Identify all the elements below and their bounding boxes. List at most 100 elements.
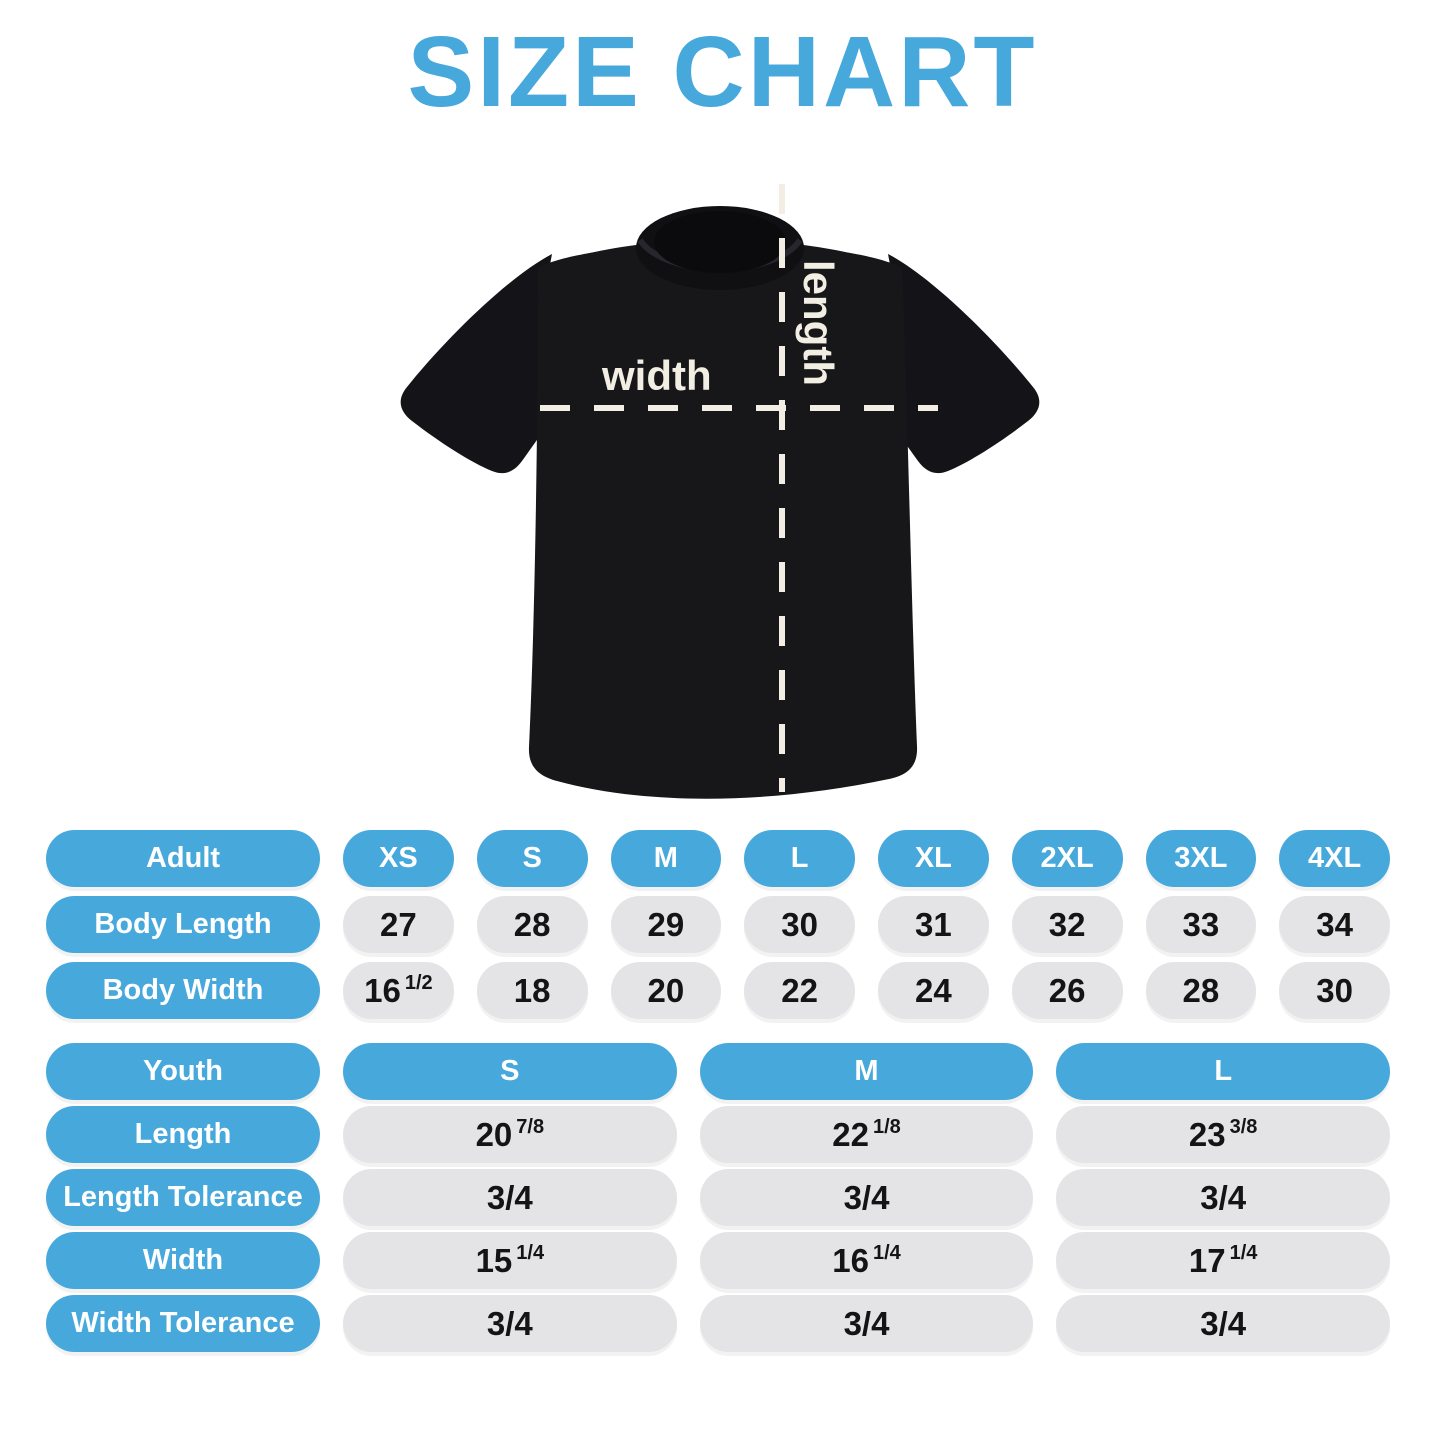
value-main: 22 (781, 971, 818, 1009)
value-main: 29 (647, 905, 685, 943)
tshirt-left-sleeve (400, 254, 572, 474)
row-label: Width Tolerance (71, 1307, 295, 1339)
size-header-pill: S (476, 830, 588, 887)
table-row: Body Length 27 28 29 30 31 32 33 34 (46, 896, 1390, 953)
value-pill: 30 (744, 896, 855, 953)
value-fraction: 1/4 (1229, 1242, 1258, 1264)
value-main: 28 (1182, 971, 1220, 1009)
row-label-pill: Width (46, 1232, 320, 1289)
value-pill: 3/4 (1056, 1169, 1391, 1226)
tshirt-collar-inner (654, 211, 786, 273)
value-pill: 23 3/8 (1056, 1106, 1391, 1163)
size-label: M (653, 842, 678, 874)
value-pill: 3/4 (699, 1169, 1034, 1226)
value-pill: 17 1/4 (1056, 1232, 1391, 1289)
value-pill: 15 1/4 (343, 1232, 677, 1289)
value-main: 22 (832, 1115, 869, 1153)
value-main: 30 (781, 905, 818, 943)
size-label: M (854, 1055, 879, 1087)
value-main: 20 (475, 1115, 513, 1153)
value-main: 17 (1188, 1241, 1226, 1279)
size-label: 3XL (1174, 842, 1228, 874)
size-label: XS (379, 842, 418, 874)
table-row: Width 15 1/4 16 1/4 17 1/4 (46, 1232, 1391, 1289)
row-label-pill: Length Tolerance (46, 1169, 320, 1226)
value-main: 3/4 (486, 1178, 533, 1216)
row-label: Youth (143, 1055, 223, 1087)
value-pill: 26 (1011, 962, 1123, 1019)
size-header-pill: S (343, 1043, 677, 1100)
length-label: length (795, 260, 842, 386)
value-pill: 20 7/8 (343, 1106, 677, 1163)
size-label: 2XL (1040, 842, 1094, 874)
youth-size-table: Youth S M L Length 20 7/8 22 1/8 23 3/8 Length Tole… (46, 1043, 1391, 1358)
value-fraction: 1/4 (872, 1242, 901, 1264)
value-main: 18 (513, 971, 551, 1009)
size-label: XL (914, 842, 952, 874)
value-pill: 33 (1145, 896, 1257, 953)
row-label-pill: Length (46, 1106, 320, 1163)
size-header-pill: L (1056, 1043, 1391, 1100)
value-pill: 34 (1279, 896, 1390, 953)
value-main: 26 (1048, 971, 1086, 1009)
value-main: 23 (1188, 1115, 1226, 1153)
value-fraction: 1/8 (872, 1116, 901, 1138)
row-label-pill: Youth (46, 1043, 320, 1100)
value-main: 3/4 (1200, 1304, 1247, 1342)
value-fraction: 7/8 (516, 1116, 545, 1138)
value-pill: 28 (476, 896, 588, 953)
value-pill: 3/4 (1056, 1295, 1391, 1352)
row-label: Length Tolerance (63, 1181, 303, 1213)
value-pill: 22 1/8 (699, 1106, 1034, 1163)
row-label-pill: Body Length (46, 896, 320, 953)
value-main: 3/4 (1200, 1178, 1247, 1216)
size-label: S (522, 842, 542, 874)
width-label: width (601, 352, 712, 399)
value-fraction: 1/4 (516, 1242, 545, 1264)
value-fraction: 3/8 (1229, 1116, 1258, 1138)
value-pill: 30 (1279, 962, 1390, 1019)
value-pill: 27 (343, 896, 454, 953)
row-label: Length (134, 1118, 232, 1150)
value-main: 30 (1316, 971, 1353, 1009)
size-label: S (500, 1055, 520, 1087)
value-pill: 18 (476, 962, 588, 1019)
size-header-pill: 3XL (1145, 830, 1257, 887)
size-header-pill: L (744, 830, 855, 887)
tshirt-body (528, 244, 918, 799)
row-label: Width (142, 1244, 224, 1276)
value-main: 3/4 (486, 1304, 533, 1342)
size-header-pill: XL (878, 830, 989, 887)
table-row: Length Tolerance 3/4 3/4 3/4 (46, 1169, 1391, 1226)
value-pill: 3/4 (699, 1295, 1034, 1352)
value-pill: 3/4 (343, 1169, 677, 1226)
value-main: 24 (915, 971, 952, 1009)
value-main: 34 (1316, 905, 1353, 943)
size-header-pill: 2XL (1011, 830, 1123, 887)
size-header-pill: M (699, 1043, 1034, 1100)
row-label: Body Length (94, 908, 272, 940)
value-main: 32 (1048, 905, 1086, 943)
tshirt-graphic: width length (390, 168, 1050, 818)
value-fraction: 1/2 (404, 972, 433, 994)
row-label-pill: Width Tolerance (46, 1295, 320, 1352)
value-main: 31 (915, 905, 952, 943)
size-header-pill: 4XL (1279, 830, 1390, 887)
value-pill: 31 (878, 896, 989, 953)
value-main: 15 (475, 1241, 513, 1279)
row-label: Body Width (102, 974, 264, 1006)
value-pill: 24 (878, 962, 989, 1019)
table-header-row: Adult XS S M L XL 2XL 3XL 4XL (46, 830, 1390, 887)
row-label-pill: Adult (46, 830, 320, 887)
value-main: 27 (380, 905, 417, 943)
table-row: Length 20 7/8 22 1/8 23 3/8 (46, 1106, 1391, 1163)
size-label: 4XL (1308, 842, 1362, 874)
value-pill: 20 (610, 962, 722, 1019)
value-pill: 28 (1145, 962, 1257, 1019)
value-pill: 29 (610, 896, 722, 953)
value-main: 16 (364, 971, 401, 1009)
size-label: L (1214, 1055, 1233, 1087)
table-header-row: Youth S M L (46, 1043, 1391, 1100)
value-pill: 22 (744, 962, 855, 1019)
page-title: SIZE CHART (407, 16, 1038, 128)
